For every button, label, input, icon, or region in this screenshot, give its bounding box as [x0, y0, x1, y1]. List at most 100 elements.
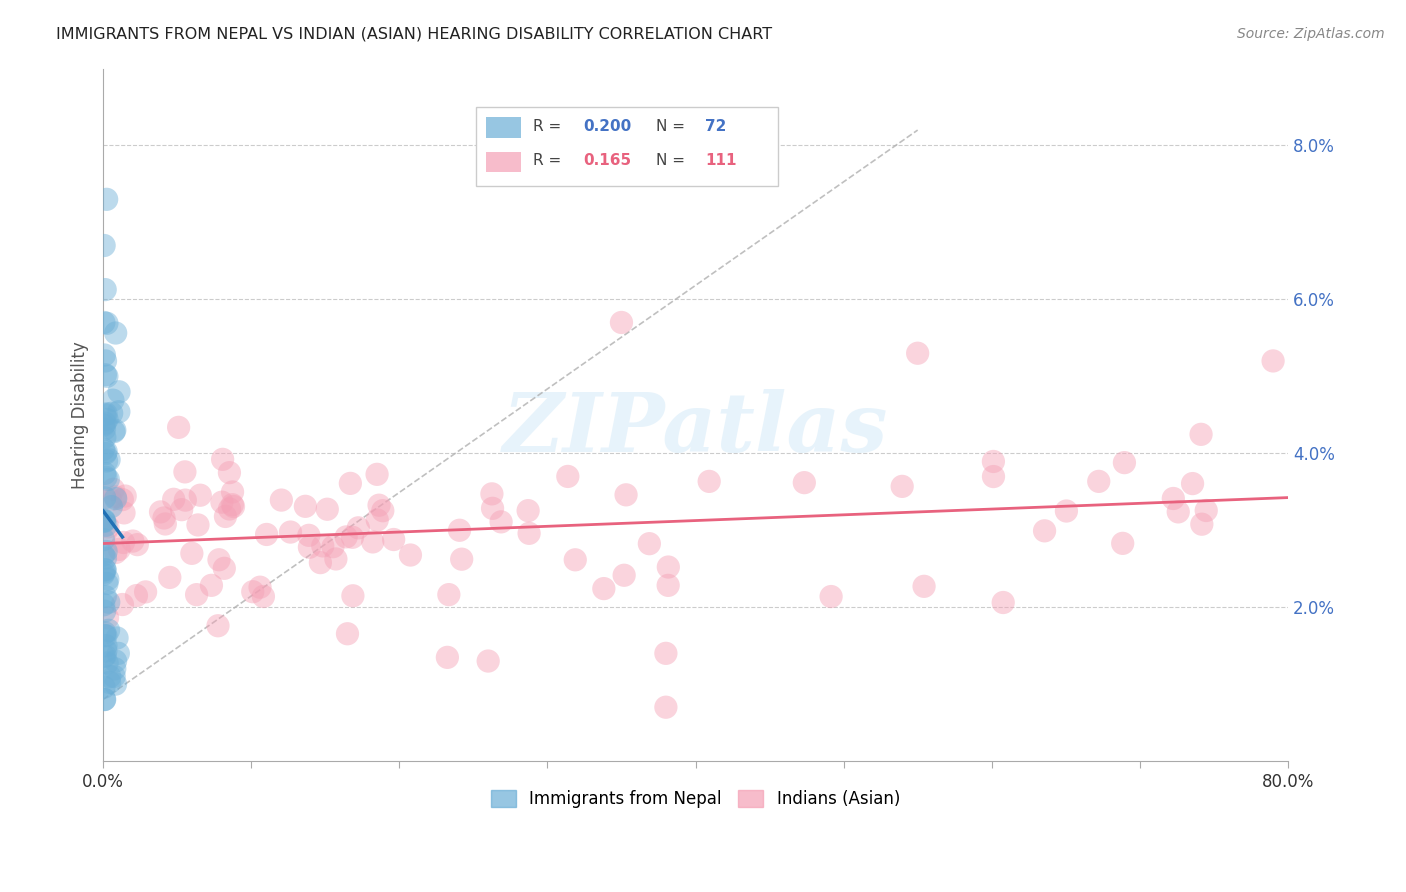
Point — [592, 582, 614, 596]
Point — [208, 553, 231, 567]
Point — [104, 490, 127, 504]
Point — [174, 493, 197, 508]
Point — [93, 348, 115, 362]
Point — [366, 513, 388, 527]
Point — [214, 561, 236, 575]
Point — [93, 422, 115, 436]
Point — [112, 506, 135, 520]
Point — [188, 488, 211, 502]
Point — [1054, 504, 1077, 518]
Point — [316, 502, 339, 516]
Point — [112, 535, 135, 549]
Bar — [486, 117, 522, 137]
Point — [94, 467, 117, 481]
Point — [436, 650, 458, 665]
Point — [481, 501, 503, 516]
Point — [517, 503, 540, 517]
Point — [96, 611, 118, 625]
Point — [170, 502, 193, 516]
Point — [93, 692, 115, 706]
Point — [1191, 517, 1213, 532]
Point — [336, 626, 359, 640]
Point — [218, 466, 240, 480]
Point — [280, 524, 302, 539]
Point — [163, 492, 186, 507]
Point — [94, 491, 117, 505]
Point — [557, 469, 579, 483]
Point — [481, 487, 503, 501]
Point — [103, 425, 125, 439]
Point — [1181, 476, 1204, 491]
Point — [368, 498, 391, 512]
Point — [437, 588, 460, 602]
Text: IMMIGRANTS FROM NEPAL VS INDIAN (ASIAN) HEARING DISABILITY CORRELATION CHART: IMMIGRANTS FROM NEPAL VS INDIAN (ASIAN) … — [56, 27, 772, 42]
Point — [93, 315, 115, 329]
Text: R =: R = — [533, 119, 561, 134]
Point — [94, 629, 117, 643]
Point — [104, 423, 127, 437]
Point — [94, 524, 117, 539]
Point — [1087, 475, 1109, 489]
Point — [98, 675, 121, 690]
Point — [105, 631, 128, 645]
Point — [1161, 491, 1184, 506]
Point — [96, 656, 118, 670]
Point — [221, 498, 243, 512]
Point — [1189, 427, 1212, 442]
Point — [1167, 505, 1189, 519]
Point — [207, 619, 229, 633]
Point — [180, 546, 202, 560]
Point — [613, 568, 636, 582]
Point — [1114, 456, 1136, 470]
Point — [94, 416, 117, 430]
Point — [94, 644, 117, 658]
Point — [793, 475, 815, 490]
Point — [93, 515, 115, 529]
Point — [477, 654, 499, 668]
Point — [94, 430, 117, 444]
Point — [655, 700, 678, 714]
Point — [97, 520, 120, 534]
Point — [610, 315, 633, 329]
Point — [104, 545, 127, 559]
Point — [94, 408, 117, 422]
Point — [108, 384, 131, 399]
Point — [614, 488, 637, 502]
Point — [96, 454, 118, 468]
Point — [655, 646, 678, 660]
Text: 72: 72 — [704, 119, 727, 134]
Text: 0.165: 0.165 — [583, 153, 631, 168]
Point — [94, 446, 117, 460]
Point — [94, 639, 117, 653]
Point — [101, 393, 124, 408]
Text: N =: N = — [657, 119, 685, 134]
Point — [149, 505, 172, 519]
Point — [322, 540, 344, 554]
Point — [366, 467, 388, 482]
Point — [450, 552, 472, 566]
Point — [94, 551, 117, 566]
Point — [221, 485, 243, 500]
Point — [339, 476, 361, 491]
Y-axis label: Hearing Disability: Hearing Disability — [72, 341, 89, 489]
Point — [697, 475, 720, 489]
Point — [114, 489, 136, 503]
Point — [93, 533, 115, 547]
Point — [96, 192, 118, 206]
Point — [249, 580, 271, 594]
Point — [98, 669, 121, 683]
Point — [104, 677, 127, 691]
Point — [97, 624, 120, 638]
Point — [159, 570, 181, 584]
Point — [93, 680, 115, 694]
Point — [135, 585, 157, 599]
Legend: Immigrants from Nepal, Indians (Asian): Immigrants from Nepal, Indians (Asian) — [484, 783, 907, 815]
Point — [94, 407, 117, 421]
Point — [347, 521, 370, 535]
Point — [252, 590, 274, 604]
Point — [93, 442, 115, 457]
Point — [97, 572, 120, 586]
Point — [449, 523, 471, 537]
Point — [294, 500, 316, 514]
Point — [342, 589, 364, 603]
